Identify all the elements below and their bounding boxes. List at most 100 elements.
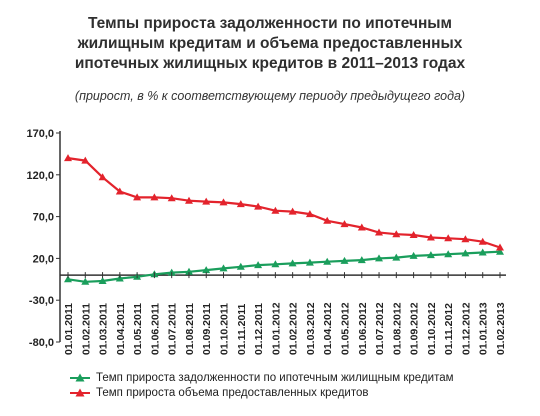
data-point xyxy=(288,207,297,215)
data-point xyxy=(340,256,349,264)
chart-title: Темпы прироста задолженности по ипотечны… xyxy=(0,14,540,74)
x-tick-label: 01.06.2011 xyxy=(149,303,161,355)
data-point xyxy=(478,237,487,245)
series-line xyxy=(67,157,501,249)
data-point xyxy=(64,275,72,283)
x-tick-label: 01.10.2012 xyxy=(426,302,438,355)
data-point xyxy=(409,231,418,238)
data-point xyxy=(202,197,211,205)
data-point xyxy=(185,267,193,275)
data-point xyxy=(305,258,314,266)
data-point xyxy=(167,268,176,276)
y-axis-ticks: 170,0 120,0 70,0 20,0 -30,0 -80,0 xyxy=(26,128,60,349)
data-point xyxy=(271,206,280,214)
data-point xyxy=(305,210,314,218)
chart-title-line-1: Темпы прироста задолженности по ипотечны… xyxy=(87,15,453,32)
data-point xyxy=(478,248,487,256)
chart-title-line-2: жилищным кредитам и объема предоставленн… xyxy=(77,35,463,52)
chart-title-line-3: ипотечных жилищных кредитов в 2011–2013 … xyxy=(74,55,466,72)
series-0 xyxy=(64,247,504,285)
x-tick-label: 01.02.2013 xyxy=(495,302,507,355)
x-axis-ticks: 01.01.2011 01.02.2011 01.03.2011 01.04.2011… xyxy=(63,272,507,355)
data-point xyxy=(375,254,383,262)
data-point xyxy=(444,234,453,242)
data-point xyxy=(202,266,211,274)
y-tick-label: -80,0 xyxy=(29,337,54,349)
y-tick-label: 70,0 xyxy=(33,212,54,224)
x-tick-label: 01.01.2011 xyxy=(63,303,75,355)
x-tick-label: 01.10.2011 xyxy=(219,303,231,355)
x-tick-label: 01.11.2011 xyxy=(236,303,248,355)
data-point xyxy=(236,262,245,270)
data-point xyxy=(167,194,176,202)
data-point xyxy=(375,228,383,236)
data-point xyxy=(444,250,453,258)
data-point xyxy=(115,187,124,195)
x-tick-label: 01.05.2012 xyxy=(339,302,351,355)
chart-legend: Темп прироста задолженности по ипотечным… xyxy=(70,371,454,401)
x-tick-label: 01.03.2012 xyxy=(305,302,317,355)
legend-item-volume: Темп прироста объема предоставленных кре… xyxy=(70,386,454,401)
legend-label-debt: Темп прироста задолженности по ипотечным… xyxy=(96,372,454,384)
chart-subtitle: (прирост, в % к соответствующему периоду… xyxy=(74,89,466,103)
x-tick-label: 01.09.2011 xyxy=(201,303,213,355)
legend-label-volume: Темп прироста объема предоставленных кре… xyxy=(96,387,369,399)
data-point xyxy=(357,223,366,231)
data-point xyxy=(81,156,90,164)
series-line xyxy=(67,250,501,283)
x-tick-label: 01.04.2012 xyxy=(322,302,334,355)
data-point xyxy=(254,202,263,210)
data-point xyxy=(133,193,142,201)
x-tick-label: 01.12.2011 xyxy=(253,303,265,355)
data-point xyxy=(288,259,297,267)
x-tick-label: 01.09.2012 xyxy=(409,302,421,355)
data-point xyxy=(357,256,366,264)
data-point xyxy=(185,196,193,204)
x-tick-label: 01.02.2012 xyxy=(288,302,300,355)
data-point xyxy=(64,154,72,162)
data-point xyxy=(236,200,245,208)
data-point xyxy=(323,216,332,224)
axes xyxy=(59,131,506,342)
series-1 xyxy=(64,154,504,251)
legend-item-debt: Темп прироста задолженности по ипотечным… xyxy=(70,371,454,386)
data-point xyxy=(323,257,332,265)
data-point xyxy=(392,253,401,261)
x-tick-label: 01.01.2012 xyxy=(270,302,282,355)
data-point xyxy=(426,251,435,259)
x-tick-label: 01.08.2011 xyxy=(184,303,196,355)
data-point xyxy=(409,251,418,259)
data-point xyxy=(150,193,159,201)
x-tick-label: 01.05.2011 xyxy=(132,303,144,355)
x-tick-label: 01.07.2012 xyxy=(374,302,386,355)
y-tick-label: 120,0 xyxy=(26,170,54,182)
data-point xyxy=(392,230,401,238)
data-point xyxy=(461,235,470,243)
data-point xyxy=(81,277,90,285)
y-tick-label: -30,0 xyxy=(29,295,54,307)
x-tick-label: 01.12.2012 xyxy=(460,302,472,355)
y-tick-label: 20,0 xyxy=(33,253,54,265)
data-point xyxy=(254,261,263,269)
x-tick-label: 01.08.2012 xyxy=(391,302,403,355)
series-layer xyxy=(64,154,504,285)
data-point xyxy=(340,220,349,228)
legend-red-triangle-icon xyxy=(70,388,90,397)
x-tick-label: 01.01.2013 xyxy=(478,302,490,355)
y-tick-label: 170,0 xyxy=(26,128,54,140)
legend-green-triangle-icon xyxy=(70,373,90,382)
data-point xyxy=(271,260,280,268)
data-point xyxy=(98,173,107,181)
data-point xyxy=(496,247,504,255)
x-tick-label: 01.03.2011 xyxy=(98,303,110,355)
x-tick-label: 01.11.2012 xyxy=(443,303,455,355)
data-point xyxy=(426,233,435,241)
x-tick-label: 01.06.2012 xyxy=(357,302,369,355)
data-point xyxy=(219,264,228,272)
data-point xyxy=(496,243,504,251)
x-tick-label: 01.04.2011 xyxy=(115,303,127,355)
data-point xyxy=(98,277,107,284)
x-tick-label: 01.07.2011 xyxy=(167,303,179,355)
data-point xyxy=(219,198,228,206)
